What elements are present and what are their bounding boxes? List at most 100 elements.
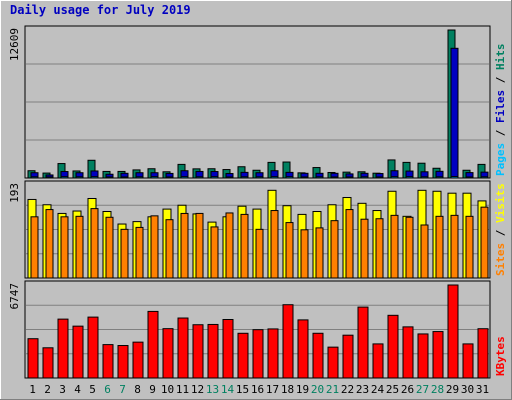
bar-kbytes bbox=[222, 319, 234, 379]
x-tick-label-day: 23 bbox=[356, 383, 369, 396]
bar-sites bbox=[45, 209, 54, 279]
bar-kbytes bbox=[297, 319, 309, 379]
x-tick-label-day: 24 bbox=[371, 383, 385, 396]
x-tick-label-day: 25 bbox=[386, 383, 399, 396]
x-tick-label-day: 14 bbox=[221, 383, 235, 396]
right-legend-hits: Pages / Files / Hits bbox=[494, 44, 507, 177]
x-tick-label-day: 29 bbox=[446, 383, 459, 396]
x-tick-label-day: 28 bbox=[431, 383, 444, 396]
x-tick-label-day: 13 bbox=[206, 383, 219, 396]
bar-kbytes bbox=[102, 344, 114, 379]
bar-sites bbox=[450, 214, 459, 279]
bar-kbytes bbox=[402, 326, 414, 379]
legend-part: Files bbox=[494, 90, 507, 123]
bar-kbytes bbox=[42, 347, 54, 379]
bar-pages bbox=[405, 176, 414, 179]
bar-kbytes bbox=[267, 328, 279, 379]
bar-kbytes bbox=[117, 345, 129, 379]
bar-pages bbox=[240, 176, 249, 179]
x-tick-label-day: 9 bbox=[149, 383, 156, 396]
bar-pages bbox=[330, 176, 339, 179]
x-tick-label-day: 19 bbox=[296, 383, 309, 396]
x-tick-label-day: 22 bbox=[341, 383, 354, 396]
bar-pages bbox=[255, 176, 264, 179]
bar-sites bbox=[165, 219, 174, 279]
bar-kbytes bbox=[192, 324, 204, 379]
bar-kbytes bbox=[237, 332, 249, 379]
y-tick-label-visits: 193 bbox=[8, 183, 21, 203]
bar-pages bbox=[285, 176, 294, 179]
bar-pages bbox=[480, 176, 489, 179]
bar-sites bbox=[105, 216, 114, 279]
bar-sites bbox=[225, 212, 234, 279]
x-tick-label-day: 17 bbox=[266, 383, 279, 396]
right-legend-visits: Sites / Visits bbox=[494, 183, 507, 276]
bar-sites bbox=[480, 206, 489, 279]
x-tick-label-day: 12 bbox=[191, 383, 204, 396]
bar-sites bbox=[375, 218, 384, 279]
bar-pages bbox=[420, 176, 429, 179]
bar-sites bbox=[60, 216, 69, 279]
bar-sites bbox=[195, 212, 204, 279]
bar-pages bbox=[225, 176, 234, 179]
bar-sites bbox=[90, 208, 99, 279]
bar-sites bbox=[270, 210, 279, 279]
bar-pages bbox=[60, 176, 69, 179]
x-tick-label-day: 16 bbox=[251, 383, 264, 396]
bar-sites bbox=[420, 224, 429, 279]
bar-pages bbox=[465, 176, 474, 179]
legend-part: Pages bbox=[494, 143, 507, 176]
x-tick-label-day: 7 bbox=[119, 383, 126, 396]
bar-sites bbox=[135, 226, 144, 279]
bar-sites bbox=[390, 214, 399, 279]
x-tick-label-day: 18 bbox=[281, 383, 294, 396]
bar-pages bbox=[165, 176, 174, 179]
bar-pages bbox=[150, 176, 159, 179]
legend-part: / bbox=[494, 123, 507, 143]
x-tick-label-day: 8 bbox=[134, 383, 141, 396]
legend-part: / bbox=[494, 223, 507, 243]
x-tick-label-day: 27 bbox=[416, 383, 429, 396]
bar-kbytes bbox=[372, 343, 384, 379]
x-tick-label-day: 2 bbox=[44, 383, 51, 396]
x-tick-label-day: 1 bbox=[29, 383, 36, 396]
x-tick-label-day: 15 bbox=[236, 383, 249, 396]
bar-pages bbox=[375, 176, 384, 179]
x-tick-label-day: 3 bbox=[59, 383, 66, 396]
bar-kbytes bbox=[282, 304, 294, 379]
bar-pages bbox=[360, 176, 369, 179]
bar-kbytes bbox=[207, 323, 219, 379]
bar-sites bbox=[210, 226, 219, 279]
bar-pages bbox=[345, 176, 354, 179]
bar-pages bbox=[45, 176, 54, 179]
bar-sites bbox=[75, 215, 84, 279]
bar-sites bbox=[360, 218, 369, 279]
bar-files bbox=[450, 47, 459, 179]
bar-kbytes bbox=[312, 332, 324, 379]
bar-sites bbox=[240, 213, 249, 279]
bar-sites bbox=[330, 220, 339, 279]
bar-kbytes bbox=[357, 306, 369, 379]
x-tick-label-day: 5 bbox=[89, 383, 96, 396]
legend-part: KBytes bbox=[494, 336, 507, 376]
bar-kbytes bbox=[162, 328, 174, 379]
bar-pages bbox=[270, 176, 279, 179]
x-tick-label-day: 4 bbox=[74, 383, 81, 396]
bar-kbytes bbox=[147, 310, 159, 379]
bar-pages bbox=[315, 176, 324, 179]
y-tick-label-kbytes: 6747 bbox=[8, 283, 21, 310]
bar-kbytes bbox=[132, 341, 144, 379]
bar-kbytes bbox=[387, 314, 399, 379]
bar-pages bbox=[90, 176, 99, 179]
bar-kbytes bbox=[342, 334, 354, 379]
bar-kbytes bbox=[477, 328, 489, 379]
x-tick-label-day: 6 bbox=[104, 383, 111, 396]
legend-part: / bbox=[494, 70, 507, 90]
x-tick-label-day: 11 bbox=[176, 383, 189, 396]
legend-part: Hits bbox=[494, 44, 507, 71]
bar-pages bbox=[120, 176, 129, 179]
bar-pages bbox=[180, 176, 189, 179]
bar-pages bbox=[195, 176, 204, 179]
